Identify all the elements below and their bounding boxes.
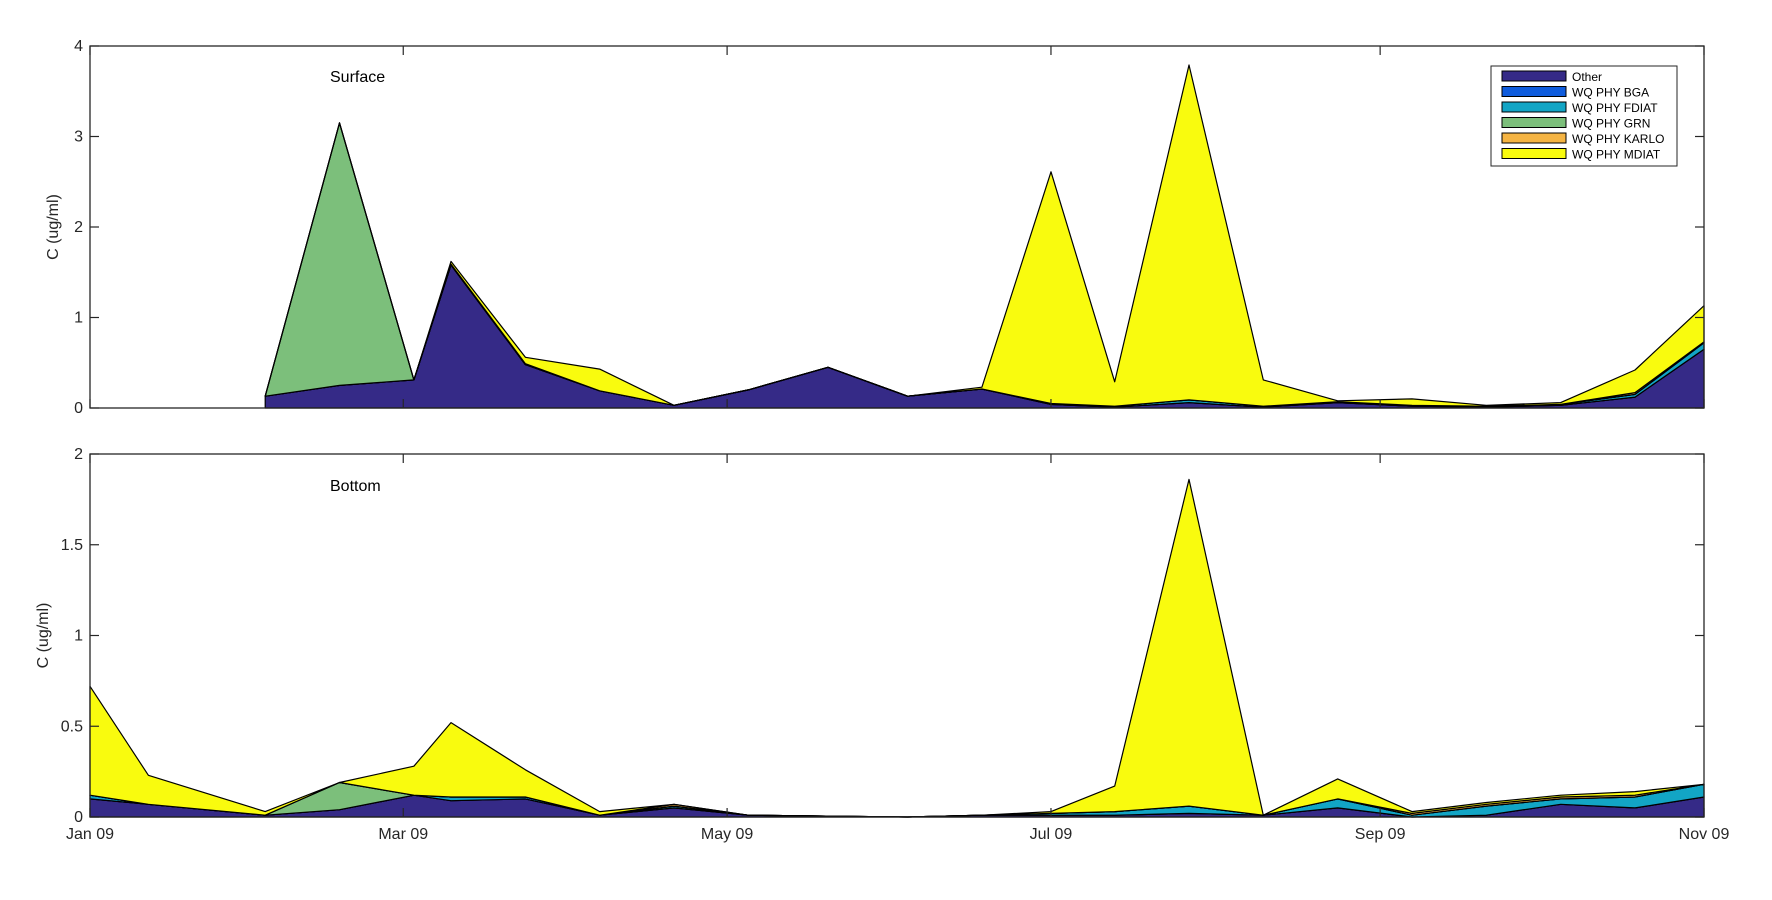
y-tick-label: 3: [74, 129, 83, 146]
bottom-panel-annotation: Bottom: [330, 478, 381, 495]
bottom-y-axis-label: C (ug/ml): [35, 603, 52, 669]
y-tick-label: 2: [74, 219, 83, 236]
surface-y-axis-label: C (ug/ml): [45, 194, 62, 260]
surface-axes-frame: [89, 45, 1705, 409]
legend-swatch-wq-phy-mdiat: [1501, 148, 1567, 159]
y-tick-label: 0: [74, 400, 83, 417]
surface-y-tick-labels: 0 1 2 3 4: [74, 38, 83, 417]
legend-label-wq-phy-bga: WQ PHY BGA: [1572, 86, 1649, 100]
y-tick-label: 4: [74, 38, 83, 55]
surface-panel-annotation: Surface: [330, 69, 385, 86]
legend-label-wq-phy-grn: WQ PHY GRN: [1572, 117, 1650, 131]
x-tick-label: May 09: [701, 826, 754, 843]
bottom-y-tick-labels: 0 0.5 1 1.5 2: [61, 446, 83, 826]
y-tick-label: 1.5: [61, 537, 83, 554]
series-area-wq-phy-mdiat: [89, 478, 1705, 818]
bottom-x-tick-labels: Jan 09 Mar 09 May 09 Jul 09 Sep 09 Nov 09: [66, 826, 1729, 843]
legend-label-other: Other: [1572, 70, 1602, 84]
x-tick-label: Sep 09: [1355, 826, 1406, 843]
x-tick-label: Mar 09: [378, 826, 428, 843]
legend-label-wq-phy-karlo: WQ PHY KARLO: [1572, 132, 1664, 146]
bottom-axes-frame: [89, 453, 1705, 818]
y-tick-label: 1: [74, 310, 83, 327]
legend-label-wq-phy-fdiat: WQ PHY FDIAT: [1572, 101, 1658, 115]
x-tick-label: Jan 09: [66, 826, 114, 843]
legend-swatch-other: [1501, 70, 1567, 82]
legend-swatch-wq-phy-grn: [1501, 117, 1567, 128]
y-tick-label: 0: [74, 809, 83, 826]
legend-swatch-wq-phy-fdiat: [1501, 101, 1567, 113]
legend-label-wq-phy-mdiat: WQ PHY MDIAT: [1572, 148, 1661, 162]
x-tick-label: Nov 09: [1679, 826, 1730, 843]
y-tick-label: 1: [74, 628, 83, 645]
y-tick-label: 0.5: [61, 718, 83, 735]
y-tick-label: 2: [74, 446, 83, 463]
x-tick-label: Jul 09: [1030, 826, 1073, 843]
legend-swatch-wq-phy-karlo: [1501, 132, 1567, 144]
bottom-panel: 0 0.5 1 1.5 2 Jan 09 Mar 09 May 09 Jul 09 Sep 09…: [35, 446, 1729, 843]
legend-swatch-wq-phy-bga: [1501, 86, 1567, 97]
